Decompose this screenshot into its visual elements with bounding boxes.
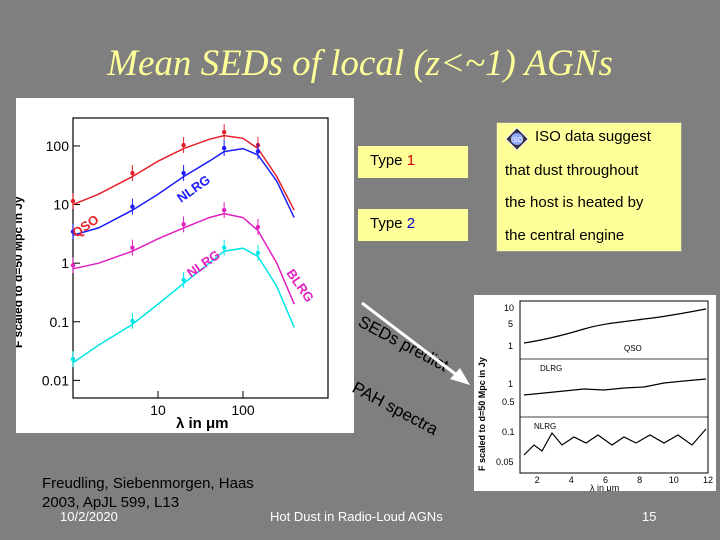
pah-spectra-panel: QSO DLRG NLRG 10 5 1 1 0.5 0.1 0.05 F sc… — [474, 295, 716, 493]
data-point — [255, 224, 261, 230]
note-line-1: ISO data suggest — [535, 128, 651, 145]
spectra-x-tick-label: 4 — [569, 475, 574, 485]
data-point — [255, 250, 261, 256]
data-point — [221, 145, 227, 151]
data-point — [181, 277, 186, 283]
iso-note: ISO ISO data suggest that dust throughou… — [496, 122, 682, 252]
dlrg-spectrum — [523, 378, 707, 396]
spectra-x-axis-label: λ in μm — [590, 483, 619, 491]
footer-title: Hot Dust in Radio-Loud AGNs — [270, 509, 443, 524]
data-point — [130, 204, 135, 209]
data-point — [70, 198, 76, 204]
spectra-y-axis-label: F scaled to d=50 Mpc in Jy — [477, 357, 487, 471]
data-point — [130, 318, 135, 324]
qso-spectrum — [523, 308, 707, 344]
arrow-line — [361, 301, 459, 378]
slide-title: Mean SEDs of local (z<~1) AGNs — [107, 43, 613, 84]
legend-type1: Type 1 — [358, 146, 468, 178]
series-line-nlrg — [72, 147, 295, 236]
data-point — [70, 356, 76, 362]
footer-date: 10/2/2020 — [60, 509, 118, 524]
svg-text:ISO: ISO — [511, 137, 524, 144]
series-line-nlrg — [72, 212, 295, 305]
data-point — [181, 142, 186, 148]
data-point — [70, 229, 76, 234]
tick-label: 1 — [508, 379, 513, 389]
series-line-qso — [72, 134, 295, 211]
x-axis-label: λ in μm — [176, 415, 229, 432]
y-tick-label: 1 — [61, 255, 69, 271]
panel-label-qso: QSO — [624, 344, 642, 353]
legend-type1-prefix: Type — [370, 152, 407, 169]
note-line-3: the host is heated by — [505, 194, 644, 211]
data-point — [130, 170, 135, 176]
spectra-x-tick-label: 6 — [603, 475, 608, 485]
citation-line-1: Freudling, Siebenmorgen, Haas — [42, 475, 254, 492]
citation: Freudling, Siebenmorgen, Haas 2003, ApJL… — [42, 474, 254, 512]
data-point — [221, 129, 227, 135]
tick-label: 0.5 — [502, 397, 515, 407]
data-point — [181, 222, 186, 227]
data-point — [221, 245, 227, 250]
panel-label-nlrg: NLRG — [534, 422, 556, 431]
spectra-x-tick-label: 10 — [669, 475, 679, 485]
series-line-blrg — [72, 247, 295, 364]
spectra-x-tick-label: 12 — [703, 475, 713, 485]
x-tick-label: 100 — [231, 402, 255, 418]
legend-type1-number: 1 — [406, 152, 416, 169]
legend-type2: Type 2 — [358, 209, 468, 241]
y-tick-label: 10 — [53, 197, 69, 213]
tick-label: 10 — [504, 303, 514, 313]
note-line-2: that dust throughout — [505, 162, 639, 179]
arrow-head — [450, 368, 470, 385]
iso-logo-icon: ISO — [504, 126, 530, 152]
y-tick-label: 0.01 — [42, 372, 69, 388]
page-number: 15 — [642, 509, 657, 524]
note-line-4: the central engine — [505, 227, 625, 244]
legend-type2-number: 2 — [406, 215, 416, 232]
tick-label: 0.1 — [502, 427, 515, 437]
spectra-x-tick-label: 2 — [535, 475, 540, 485]
data-point — [70, 263, 76, 268]
x-tick-label: 10 — [150, 402, 166, 418]
tick-label: 1 — [508, 341, 513, 351]
tick-label: 5 — [508, 319, 513, 329]
y-tick-label: 0.1 — [50, 314, 70, 330]
data-point — [221, 207, 227, 213]
pah-spectra-chart: QSO DLRG NLRG 10 5 1 1 0.5 0.1 0.05 F sc… — [477, 300, 713, 493]
data-point — [130, 245, 135, 250]
citation-line-2: 2003, ApJL 599, L13 — [42, 494, 180, 511]
tick-label: 0.05 — [496, 457, 514, 467]
data-point — [181, 170, 186, 176]
legend-type2-prefix: Type — [370, 215, 407, 232]
panel-label-dlrg: DLRG — [540, 364, 562, 373]
y-tick-label: 100 — [46, 138, 70, 154]
spectra-x-tick-label: 8 — [637, 475, 642, 485]
spectra-frame — [519, 300, 709, 474]
data-point — [255, 149, 261, 154]
nlrg-spectrum — [523, 428, 707, 456]
